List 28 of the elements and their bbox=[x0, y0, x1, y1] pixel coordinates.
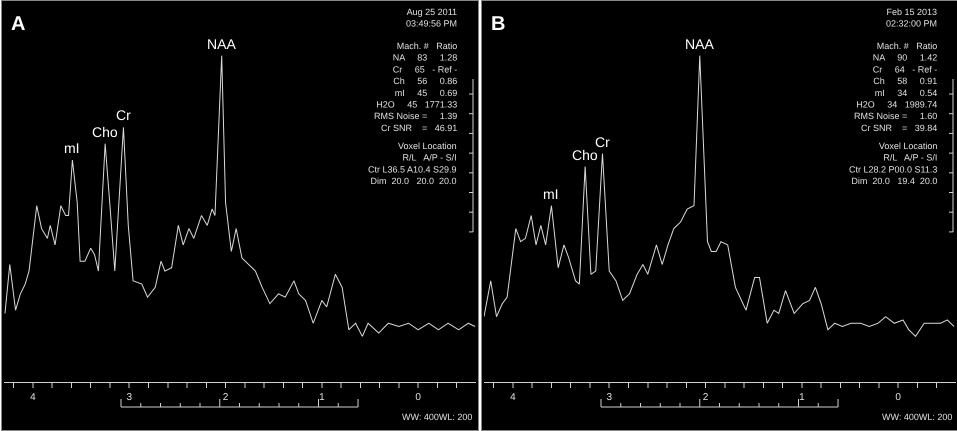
x-tick-label: 2 bbox=[222, 392, 229, 403]
annotation: Voxel Location R/L A/P - S/I Ctr L36.5 A10.4 S29.9 Dim 20.0 20.0 20.0 bbox=[368, 141, 457, 186]
annotation: mI bbox=[543, 186, 559, 202]
x-tick-label: 0 bbox=[415, 392, 422, 403]
annotation: Cho bbox=[572, 147, 598, 163]
chart-title: B bbox=[491, 13, 506, 35]
annotation: Cho bbox=[92, 124, 118, 140]
annotation: Cr bbox=[116, 107, 132, 123]
annotation: Voxel Location R/L A/P - S/I Ctr L28.2 P00.0 S11.3 Dim 20.0 19.4 20.0 bbox=[849, 141, 938, 186]
text: Aug 25 2011 03:49:56 PM bbox=[406, 7, 458, 29]
x-tick-label: 1 bbox=[319, 392, 326, 403]
x-tick-label: 0 bbox=[895, 392, 902, 403]
annotation: mI bbox=[64, 140, 80, 156]
chart-title: A bbox=[11, 13, 26, 35]
annotation: NAA bbox=[685, 36, 714, 52]
annotation: NAA bbox=[207, 36, 236, 52]
x-tick-label: 2 bbox=[702, 392, 709, 403]
x-tick-label: 3 bbox=[126, 392, 132, 403]
x-tick-label: 4 bbox=[510, 392, 516, 403]
x-tick-label: 1 bbox=[799, 392, 806, 403]
text: Feb 15 2013 02:32:00 PM bbox=[886, 7, 938, 29]
x-tick-label: 4 bbox=[30, 392, 36, 403]
annotation: Mach. # Ratio NA 83 1.28 Cr 65 - Ref - Ch 56 0.86 mI 45 0.69 H2O 45 1771.33 RMS Noise = 1.39 Cr SNR = 46.91 bbox=[374, 41, 458, 133]
text: WW: 400WL: 200 bbox=[882, 412, 952, 422]
annotation: Mach. # Ratio NA 90 1.42 Cr 64 - Ref - Ch 58 0.91 mI 34 0.54 H2O 34 1989.74 RMS Noise = 1.60 Cr SNR = 39.84 bbox=[854, 41, 938, 133]
annotation: Cr bbox=[595, 134, 610, 150]
text: WW: 400WL: 200 bbox=[402, 412, 472, 422]
x-tick-label: 3 bbox=[606, 392, 612, 403]
